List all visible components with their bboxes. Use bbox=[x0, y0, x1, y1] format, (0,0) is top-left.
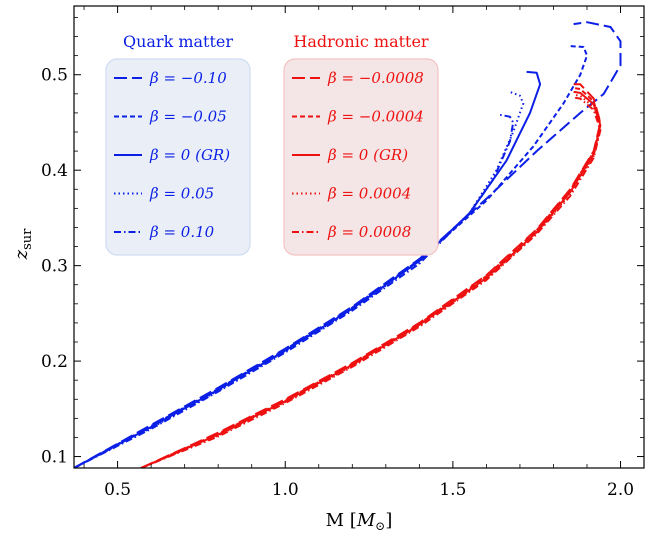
series-line-hadronic-1 bbox=[140, 87, 602, 468]
legend-label-quark-0: β = −0.10 bbox=[149, 69, 227, 87]
x-axis-title: M [M⊙] bbox=[326, 510, 393, 533]
y-axis-title: zsur bbox=[11, 228, 35, 261]
series-line-quark-0 bbox=[74, 21, 622, 468]
series-layer bbox=[74, 21, 622, 468]
y-tick-label: 0.3 bbox=[41, 257, 68, 277]
series-line-hadronic-3 bbox=[140, 93, 602, 468]
x-tick-label: 1.5 bbox=[439, 480, 466, 500]
x-tick-label: 2.0 bbox=[607, 480, 634, 500]
legend-box-quark bbox=[105, 58, 251, 256]
legend-title-quark: Quark matter bbox=[123, 32, 233, 51]
legend-box-hadronic bbox=[283, 58, 439, 256]
y-tick-label: 0.5 bbox=[41, 66, 68, 86]
y-tick-label: 0.1 bbox=[41, 448, 68, 468]
y-tick-label: 0.4 bbox=[41, 161, 68, 181]
legend-label-hadronic-4: β = 0.0008 bbox=[327, 223, 411, 241]
y-tick-label: 0.2 bbox=[41, 352, 68, 372]
legend-title-hadronic: Hadronic matter bbox=[293, 32, 429, 51]
legend-label-hadronic-2: β = 0 (GR) bbox=[327, 146, 408, 164]
x-tick-label: 1.0 bbox=[272, 480, 299, 500]
legend-label-quark-2: β = 0 (GR) bbox=[149, 146, 230, 164]
legend-label-quark-3: β = 0.05 bbox=[149, 185, 214, 203]
series-line-quark-4 bbox=[74, 113, 515, 468]
legend-label-hadronic-0: β = −0.0008 bbox=[327, 69, 424, 87]
legend-label-quark-1: β = −0.05 bbox=[149, 108, 227, 126]
x-tick-label: 0.5 bbox=[104, 480, 131, 500]
series-line-hadronic-0 bbox=[140, 83, 602, 468]
plot-frame bbox=[73, 5, 645, 469]
ticks-layer: 0.5 1.0 1.5 2.0 0.1 0.2 0.3 0.4 0.5 bbox=[41, 6, 644, 500]
legend-label-hadronic-1: β = −0.0004 bbox=[327, 108, 424, 126]
legend-label-hadronic-3: β = 0.0004 bbox=[327, 185, 411, 203]
legend-layer: Quark matter β = −0.10 β = −0.05 β = 0 (GR)… bbox=[105, 32, 439, 256]
legend-label-quark-4: β = 0.10 bbox=[149, 223, 215, 241]
